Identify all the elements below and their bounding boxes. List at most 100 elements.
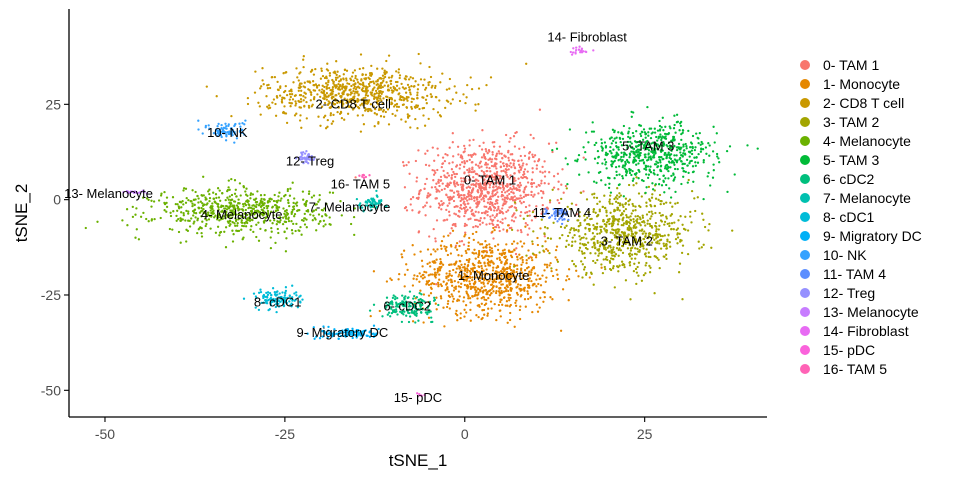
data-point — [445, 245, 448, 249]
data-point — [229, 209, 233, 212]
data-point — [712, 169, 715, 172]
data-point — [611, 267, 615, 270]
data-point — [635, 182, 638, 185]
data-point — [433, 296, 436, 299]
data-point — [266, 87, 270, 90]
data-point — [654, 197, 658, 200]
data-point — [472, 183, 475, 186]
data-point — [656, 139, 659, 142]
data-point — [526, 290, 529, 293]
data-point — [611, 257, 614, 261]
data-point — [285, 93, 289, 97]
data-point — [325, 92, 329, 95]
data-point — [464, 304, 468, 307]
data-point — [498, 258, 502, 262]
data-point — [756, 147, 759, 150]
data-point — [325, 98, 328, 101]
data-point — [293, 215, 296, 218]
data-point — [231, 240, 235, 243]
data-point — [352, 79, 356, 83]
data-point — [246, 221, 249, 225]
data-point — [571, 236, 574, 239]
data-point — [208, 199, 211, 203]
data-point — [673, 163, 676, 166]
data-point — [410, 97, 414, 100]
data-point — [625, 153, 628, 157]
data-point — [473, 266, 476, 270]
data-point — [641, 130, 644, 134]
data-point — [429, 205, 432, 208]
data-point — [648, 198, 651, 201]
data-point — [231, 214, 234, 217]
data-point — [645, 205, 648, 208]
data-point — [410, 84, 413, 88]
data-point — [304, 96, 307, 99]
data-point — [317, 115, 320, 118]
data-point — [647, 235, 650, 238]
data-point — [539, 284, 543, 287]
data-point — [693, 148, 697, 152]
data-point — [674, 237, 678, 241]
data-point — [649, 232, 652, 236]
data-point — [204, 217, 207, 220]
data-point — [313, 96, 316, 99]
data-point — [478, 187, 481, 190]
data-point — [518, 186, 521, 189]
data-point — [291, 98, 295, 101]
data-point — [467, 286, 470, 289]
data-point — [464, 275, 468, 278]
data-point — [405, 105, 408, 109]
data-point — [629, 140, 632, 144]
data-point — [323, 101, 327, 105]
data-point — [528, 204, 531, 207]
data-point — [490, 160, 493, 164]
data-point — [291, 181, 294, 184]
data-point — [363, 90, 366, 93]
data-point — [313, 89, 317, 92]
data-point — [505, 200, 508, 203]
data-point — [621, 244, 625, 248]
data-point — [434, 250, 437, 253]
data-point — [604, 153, 607, 156]
data-point — [453, 223, 457, 227]
data-point — [450, 284, 454, 287]
data-point — [374, 107, 377, 111]
data-point — [320, 67, 323, 70]
data-point — [508, 273, 512, 276]
data-point — [522, 173, 525, 177]
data-point — [381, 85, 384, 89]
data-point — [386, 98, 389, 102]
data-point — [467, 259, 470, 262]
data-point — [480, 281, 483, 284]
data-point — [440, 188, 444, 192]
data-point — [477, 219, 480, 222]
data-point — [416, 127, 419, 130]
data-point — [439, 295, 443, 298]
data-point — [474, 225, 477, 228]
data-point — [505, 271, 509, 274]
data-point — [644, 255, 648, 258]
data-point — [317, 222, 320, 225]
data-point — [568, 128, 572, 131]
data-point — [459, 204, 463, 207]
data-point — [690, 189, 694, 193]
data-point — [653, 238, 656, 241]
data-point — [434, 171, 437, 174]
data-point — [317, 200, 320, 203]
data-point — [514, 252, 518, 256]
data-point — [475, 289, 478, 292]
data-point — [508, 283, 512, 286]
data-point — [419, 78, 423, 81]
data-point — [307, 104, 311, 108]
data-point — [477, 291, 480, 294]
data-point — [145, 197, 149, 200]
data-point — [495, 185, 498, 188]
data-point — [295, 204, 299, 207]
data-point — [201, 202, 204, 205]
data-point — [462, 300, 465, 303]
data-point — [515, 255, 519, 259]
data-point — [434, 185, 437, 189]
data-point — [658, 177, 661, 181]
data-point — [522, 146, 526, 149]
data-point — [495, 277, 498, 281]
